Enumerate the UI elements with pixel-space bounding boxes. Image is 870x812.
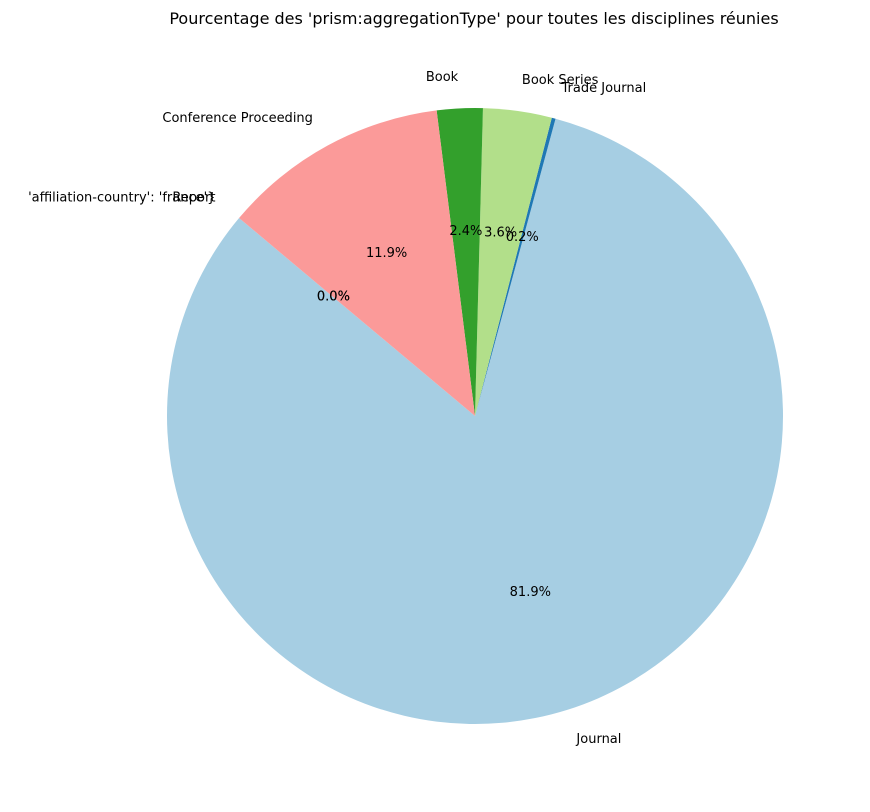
pie-labels: Journal 81.9% Trade Journal 0.2% Book Series… (28, 70, 646, 747)
pie-slices (167, 108, 784, 725)
pie-pct-conference-proceeding: 11.9% (366, 246, 407, 261)
pie-pct-book: 2.4% (449, 224, 482, 239)
pie-label-book: Book (426, 70, 459, 85)
pie-slice-journal (167, 118, 784, 725)
pie-slice-trade-journal (475, 117, 556, 417)
chart-title: Pourcentage des 'prism:aggregationType' … (169, 9, 778, 28)
pie-slice-conference-proceeding (239, 110, 475, 416)
pie-pct-trade-journal: 0.2% (506, 230, 539, 245)
pie-label-affiliation-country-france: 'affiliation-country': 'france'} (28, 191, 215, 206)
pie-label-journal: Journal (575, 732, 621, 747)
pie-pct-report: 0.0% (317, 290, 350, 305)
pie-label-trade-journal: Trade Journal (561, 81, 647, 96)
pie-pct-affiliation-country-france: 0.0% (317, 290, 350, 305)
pie-label-conference-proceeding: Conference Proceeding (162, 111, 313, 126)
pie-label-book-series: Book Series (522, 73, 599, 88)
pie-slice-book (436, 108, 483, 416)
pie-label-report: Report (172, 191, 215, 206)
pie-pct-journal: 81.9% (510, 585, 551, 600)
pie-slice-book-series (475, 108, 552, 416)
pie-pct-book-series: 3.6% (484, 225, 517, 240)
